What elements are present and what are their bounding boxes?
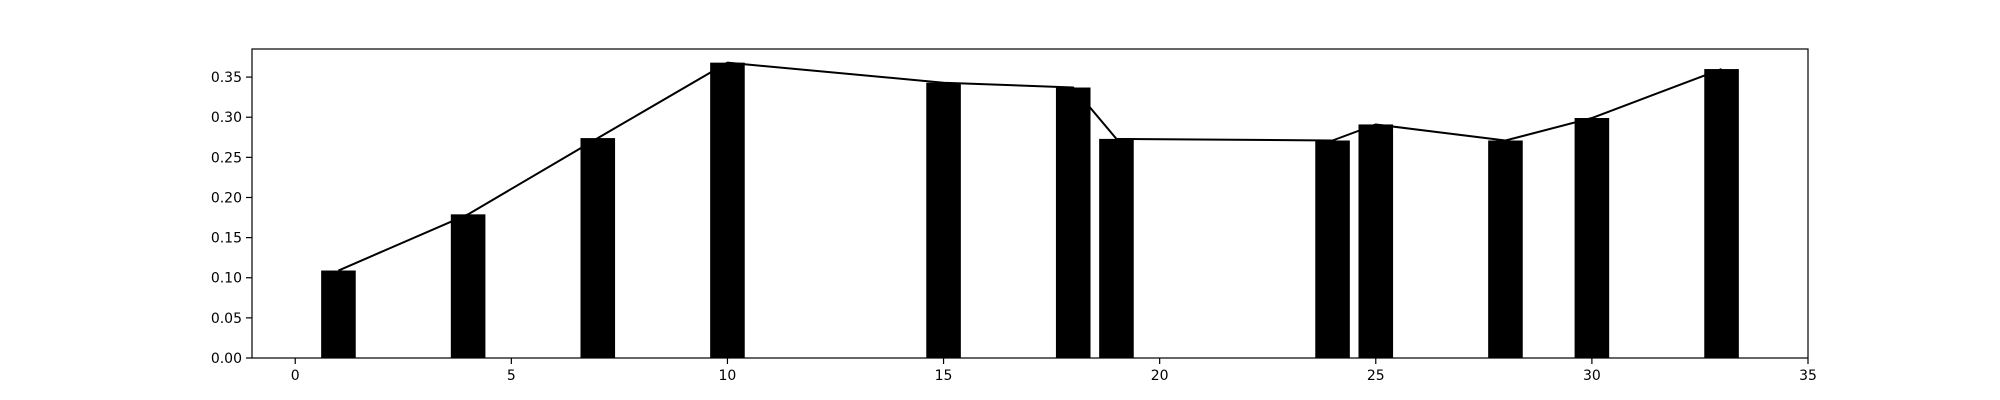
x-tick-label-4: 20 (1151, 368, 1169, 384)
bar-6 (1099, 138, 1134, 358)
bar-1 (450, 214, 486, 358)
series-line (338, 61, 1722, 272)
y-tick-label-6: 0.30 (211, 110, 242, 126)
x-tick-label-1: 5 (507, 368, 516, 384)
axes-frame (251, 48, 1809, 359)
x-tick-label-0: 0 (291, 368, 300, 384)
y-tick-label-1: 0.05 (211, 311, 242, 327)
bar-7 (1315, 140, 1350, 358)
y-tick-label-4: 0.20 (211, 190, 242, 206)
bar-9 (1488, 140, 1523, 358)
x-tick-label-2: 10 (719, 368, 737, 384)
x-tick-label-5: 25 (1367, 368, 1385, 384)
bar-10 (1574, 118, 1610, 359)
bar-0 (321, 270, 356, 358)
y-tick-label-2: 0.10 (211, 271, 242, 287)
y-tick-label-0: 0.00 (211, 351, 242, 367)
line-layer (338, 61, 1722, 272)
x-tick-label-6: 30 (1583, 368, 1601, 384)
bar-2 (580, 138, 616, 358)
y-tick-label-3: 0.15 (211, 231, 242, 247)
ticks-layer: 0 5 10 15 20 25 30 35 0.00 0.05 0.10 0.15 0.20 0.25 0.… (211, 70, 1817, 384)
bar-11 (1704, 69, 1739, 358)
x-tick-label-7: 35 (1799, 368, 1817, 384)
x-tick-label-3: 15 (935, 368, 953, 384)
bar-5 (1055, 87, 1091, 359)
bar-8 (1358, 124, 1394, 358)
axes-layer (251, 48, 1809, 359)
bar-4 (926, 82, 961, 359)
y-tick-label-5: 0.25 (211, 150, 242, 166)
bars-layer (321, 62, 1739, 359)
y-tick-label-7: 0.35 (211, 70, 242, 86)
bar-3 (710, 62, 745, 358)
